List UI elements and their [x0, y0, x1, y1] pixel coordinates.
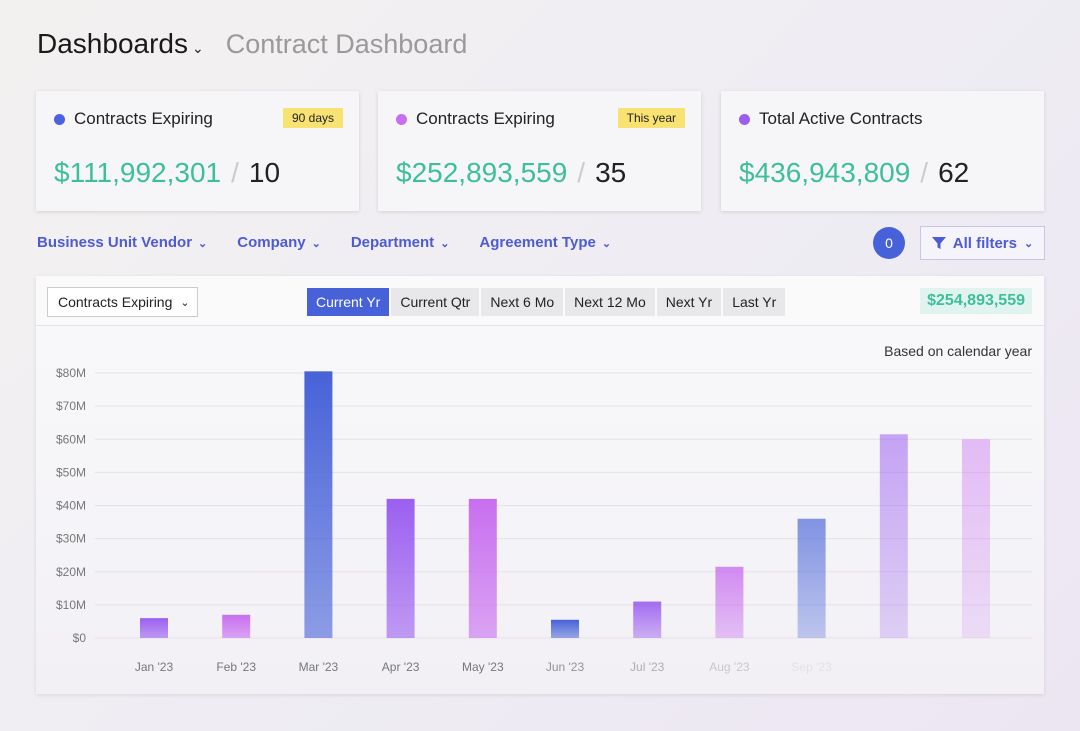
- chevron-down-icon: ⌄: [1023, 237, 1034, 250]
- x-tick-label: Mar '23: [299, 660, 339, 674]
- period-total: $254,893,559: [920, 288, 1032, 314]
- page-title: Contract Dashboard: [225, 29, 468, 59]
- x-tick-label: Feb '23: [216, 660, 256, 674]
- card-label: Contracts Expiring: [416, 109, 555, 128]
- period-badge: 90 days: [282, 108, 343, 128]
- period-badge: This year: [617, 108, 685, 128]
- filter-agreement-type[interactable]: Agreement Type ⌄: [479, 234, 612, 251]
- card-expiring-90-days[interactable]: Contracts Expiring 90 days $111,992,301/…: [36, 91, 359, 211]
- card-total-active[interactable]: Total Active Contracts $436,943,809/62: [721, 91, 1044, 211]
- chevron-down-icon: ⌄: [198, 238, 208, 250]
- filter-business-unit-vendor[interactable]: Business Unit Vendor ⌄: [37, 234, 208, 251]
- y-tick-label: $30M: [56, 532, 86, 546]
- chevron-down-icon: ⌄: [601, 238, 612, 250]
- x-tick-label: Jul '23: [630, 660, 665, 674]
- tab-next-12-mo[interactable]: Next 12 Mo: [565, 288, 655, 316]
- chart-panel: $0 $10M $20M $30M $40M $50M $60M $70M $80M Jan '2…: [36, 276, 1044, 694]
- filter-bar: Business Unit Vendor ⌄ Company ⌄ Departmen…: [37, 234, 611, 251]
- y-tick-label: $20M: [56, 565, 86, 579]
- card-label: Total Active Contracts: [759, 109, 923, 128]
- bar-1[interactable]: [222, 614, 251, 638]
- dot-icon: [54, 113, 65, 125]
- y-tick-label: $0: [73, 631, 87, 645]
- tab-last-yr[interactable]: Last Yr: [723, 288, 786, 316]
- bar-3[interactable]: [386, 498, 415, 638]
- all-filters-button[interactable]: All filters ⌄: [920, 226, 1045, 260]
- card-amount: $111,992,301: [54, 157, 222, 188]
- card-count: 62: [938, 157, 970, 188]
- card-label: Contracts Expiring: [74, 109, 213, 128]
- chevron-down-icon: ⌄: [311, 238, 321, 250]
- bar-2[interactable]: [304, 371, 333, 638]
- filter-department[interactable]: Department ⌄: [350, 234, 450, 251]
- bar-9[interactable]: [879, 434, 908, 638]
- x-tick-label: Aug '23: [709, 660, 750, 674]
- bar-10[interactable]: [962, 439, 990, 638]
- period-tabs: Current Yr Current Qtr Next 6 Mo Next 12…: [307, 288, 786, 316]
- dot-icon: [396, 113, 407, 125]
- chevron-down-icon: ⌄: [180, 296, 190, 309]
- card-expiring-this-year[interactable]: Contracts Expiring This year $252,893,55…: [378, 91, 701, 211]
- card-amount: $252,893,559: [396, 157, 568, 188]
- x-tick-label: Sep '23: [791, 660, 832, 674]
- tab-current-qtr[interactable]: Current Qtr: [391, 288, 480, 316]
- y-tick-label: $10M: [56, 598, 86, 612]
- dashboards-title: Dashboards: [37, 28, 188, 59]
- tab-next-yr[interactable]: Next Yr: [656, 288, 722, 316]
- bar-0[interactable]: [140, 618, 168, 638]
- chevron-down-icon: ⌄: [191, 40, 204, 56]
- dashboards-menu[interactable]: Dashboards ⌄: [37, 28, 204, 60]
- y-tick-label: $50M: [56, 465, 86, 479]
- card-amount: $436,943,809: [739, 157, 911, 188]
- filter-company[interactable]: Company ⌄: [237, 234, 321, 251]
- card-count: 35: [595, 157, 627, 188]
- y-tick-label: $40M: [56, 499, 86, 513]
- bar-4[interactable]: [468, 498, 497, 638]
- bar-7[interactable]: [715, 566, 744, 638]
- chart-toolbar: Contracts Expiring ⌄ Current Yr Current Q…: [36, 276, 1044, 326]
- tab-next-6-mo[interactable]: Next 6 Mo: [481, 288, 564, 316]
- x-tick-label: May '23: [462, 660, 504, 674]
- bar-6[interactable]: [633, 601, 662, 638]
- dot-icon: [739, 113, 750, 125]
- y-tick-label: $80M: [56, 366, 86, 380]
- chevron-down-icon: ⌄: [440, 238, 450, 250]
- filter-count-badge[interactable]: 0: [873, 227, 905, 259]
- header: Dashboards ⌄ Contract Dashboard: [37, 28, 467, 60]
- bar-5[interactable]: [551, 619, 579, 638]
- x-tick-label: Apr '23: [382, 660, 420, 674]
- x-tick-label: Jan '23: [135, 660, 174, 674]
- funnel-icon: [931, 237, 946, 249]
- y-tick-label: $60M: [56, 432, 86, 446]
- bar-8[interactable]: [797, 518, 826, 638]
- y-tick-label: $70M: [56, 399, 86, 413]
- metric-select[interactable]: Contracts Expiring ⌄: [47, 287, 198, 317]
- bar-chart: $0 $10M $20M $30M $40M $50M $60M $70M $80M Jan '2…: [56, 366, 1032, 674]
- x-tick-label: Jun '23: [546, 660, 585, 674]
- chart-note: Based on calendar year: [884, 343, 1032, 359]
- tab-current-yr[interactable]: Current Yr: [307, 288, 390, 316]
- all-filters-label: All filters: [952, 234, 1017, 252]
- card-count: 10: [248, 157, 281, 188]
